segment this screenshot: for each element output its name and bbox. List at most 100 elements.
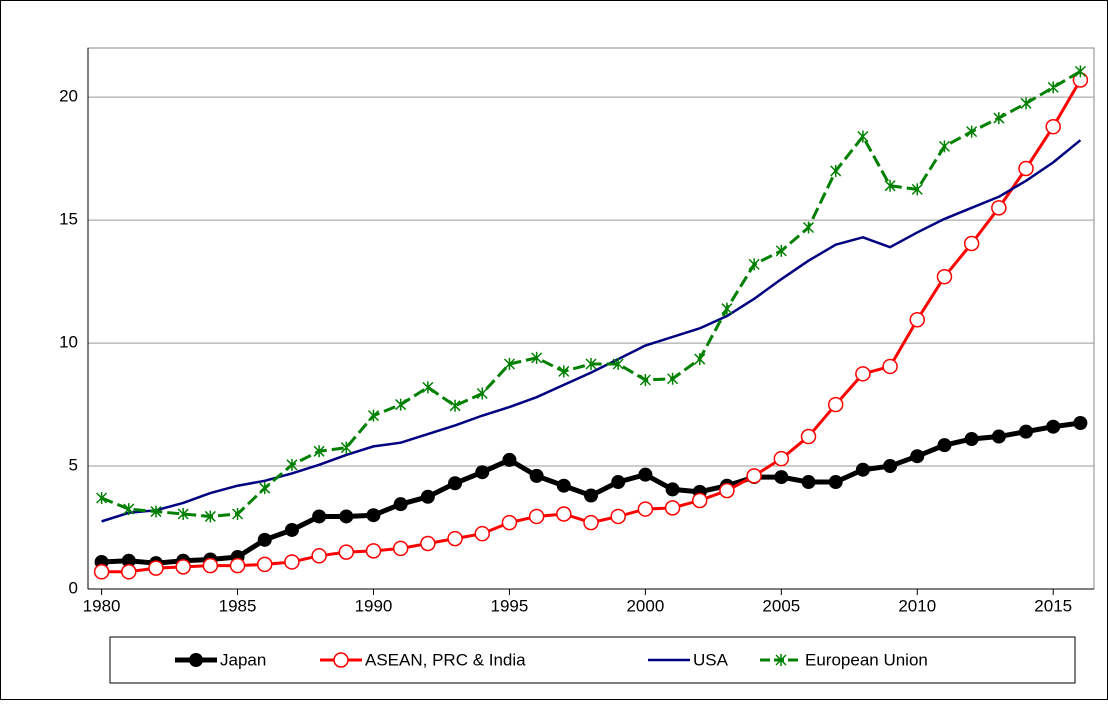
point	[667, 372, 679, 385]
point	[991, 429, 1006, 444]
point	[638, 467, 653, 482]
point	[256, 556, 273, 573]
point	[150, 505, 162, 518]
point	[610, 508, 626, 525]
point	[286, 458, 298, 471]
point	[448, 476, 463, 491]
point	[422, 381, 434, 394]
point	[748, 258, 760, 271]
point	[121, 564, 137, 580]
point	[501, 514, 518, 531]
x-tick-label: 1990	[355, 596, 393, 615]
legend-label: ASEAN, PRC & India	[365, 650, 526, 669]
point	[177, 507, 189, 520]
point	[96, 492, 108, 505]
x-tick-label: 2015	[1034, 596, 1072, 615]
point	[692, 492, 708, 509]
point	[148, 560, 164, 576]
series-line	[101, 139, 1082, 523]
point	[259, 482, 271, 495]
legend-marker	[333, 652, 349, 668]
point	[721, 302, 733, 315]
point	[830, 164, 842, 177]
point	[502, 452, 517, 467]
point	[612, 357, 624, 370]
point	[585, 357, 597, 370]
point	[993, 112, 1005, 125]
point	[365, 543, 382, 559]
point	[366, 508, 381, 523]
point	[801, 475, 816, 490]
point	[1018, 160, 1034, 177]
y-tick-label: 5	[69, 456, 78, 475]
point	[503, 357, 515, 370]
legend-label: European Union	[805, 650, 928, 669]
legend-label: Japan	[220, 650, 266, 669]
point	[1073, 416, 1088, 431]
point	[938, 140, 950, 153]
point	[476, 387, 488, 400]
point	[395, 398, 407, 411]
point	[93, 564, 110, 580]
y-tick-label: 0	[69, 578, 78, 597]
point	[531, 351, 543, 364]
point	[257, 532, 272, 547]
point	[1020, 97, 1032, 110]
point	[882, 358, 898, 375]
point	[340, 441, 352, 454]
point	[204, 510, 216, 523]
x-tick-label: 1980	[83, 596, 121, 615]
point	[937, 438, 952, 453]
point	[1019, 424, 1034, 439]
point	[719, 482, 735, 499]
point	[828, 475, 843, 490]
y-tick-label: 10	[59, 333, 78, 352]
point	[883, 459, 898, 474]
point	[1046, 419, 1061, 434]
point	[963, 235, 980, 252]
point	[449, 399, 461, 412]
legend	[109, 636, 1076, 684]
point	[420, 489, 435, 504]
point	[774, 470, 789, 485]
point	[991, 200, 1007, 216]
x-tick-label: 1985	[219, 596, 257, 615]
point	[202, 557, 219, 574]
point	[393, 497, 408, 512]
point	[911, 183, 923, 196]
point	[475, 465, 490, 480]
point	[556, 478, 571, 493]
legend-label: USA	[693, 650, 729, 669]
point	[855, 366, 871, 382]
point	[775, 244, 787, 257]
point	[637, 501, 654, 517]
point	[528, 508, 545, 525]
y-tick-label: 15	[59, 210, 78, 229]
point	[583, 514, 599, 531]
point	[966, 125, 978, 138]
point	[338, 544, 355, 560]
legend-marker	[775, 654, 787, 666]
point	[884, 179, 896, 192]
point	[800, 428, 817, 445]
x-tick-label: 2005	[762, 596, 800, 615]
point	[584, 488, 598, 503]
point	[664, 500, 681, 516]
point	[558, 365, 570, 378]
point	[665, 482, 680, 497]
point	[123, 503, 135, 516]
point	[311, 548, 327, 564]
point	[367, 409, 380, 422]
point	[420, 535, 436, 552]
point	[312, 509, 327, 524]
legend-marker	[189, 653, 203, 667]
point	[746, 468, 762, 484]
point	[639, 373, 651, 386]
point	[529, 468, 544, 483]
point	[909, 311, 926, 328]
point	[936, 268, 953, 285]
point	[1074, 65, 1086, 78]
point	[694, 353, 706, 366]
y-tick-label: 20	[59, 87, 78, 106]
